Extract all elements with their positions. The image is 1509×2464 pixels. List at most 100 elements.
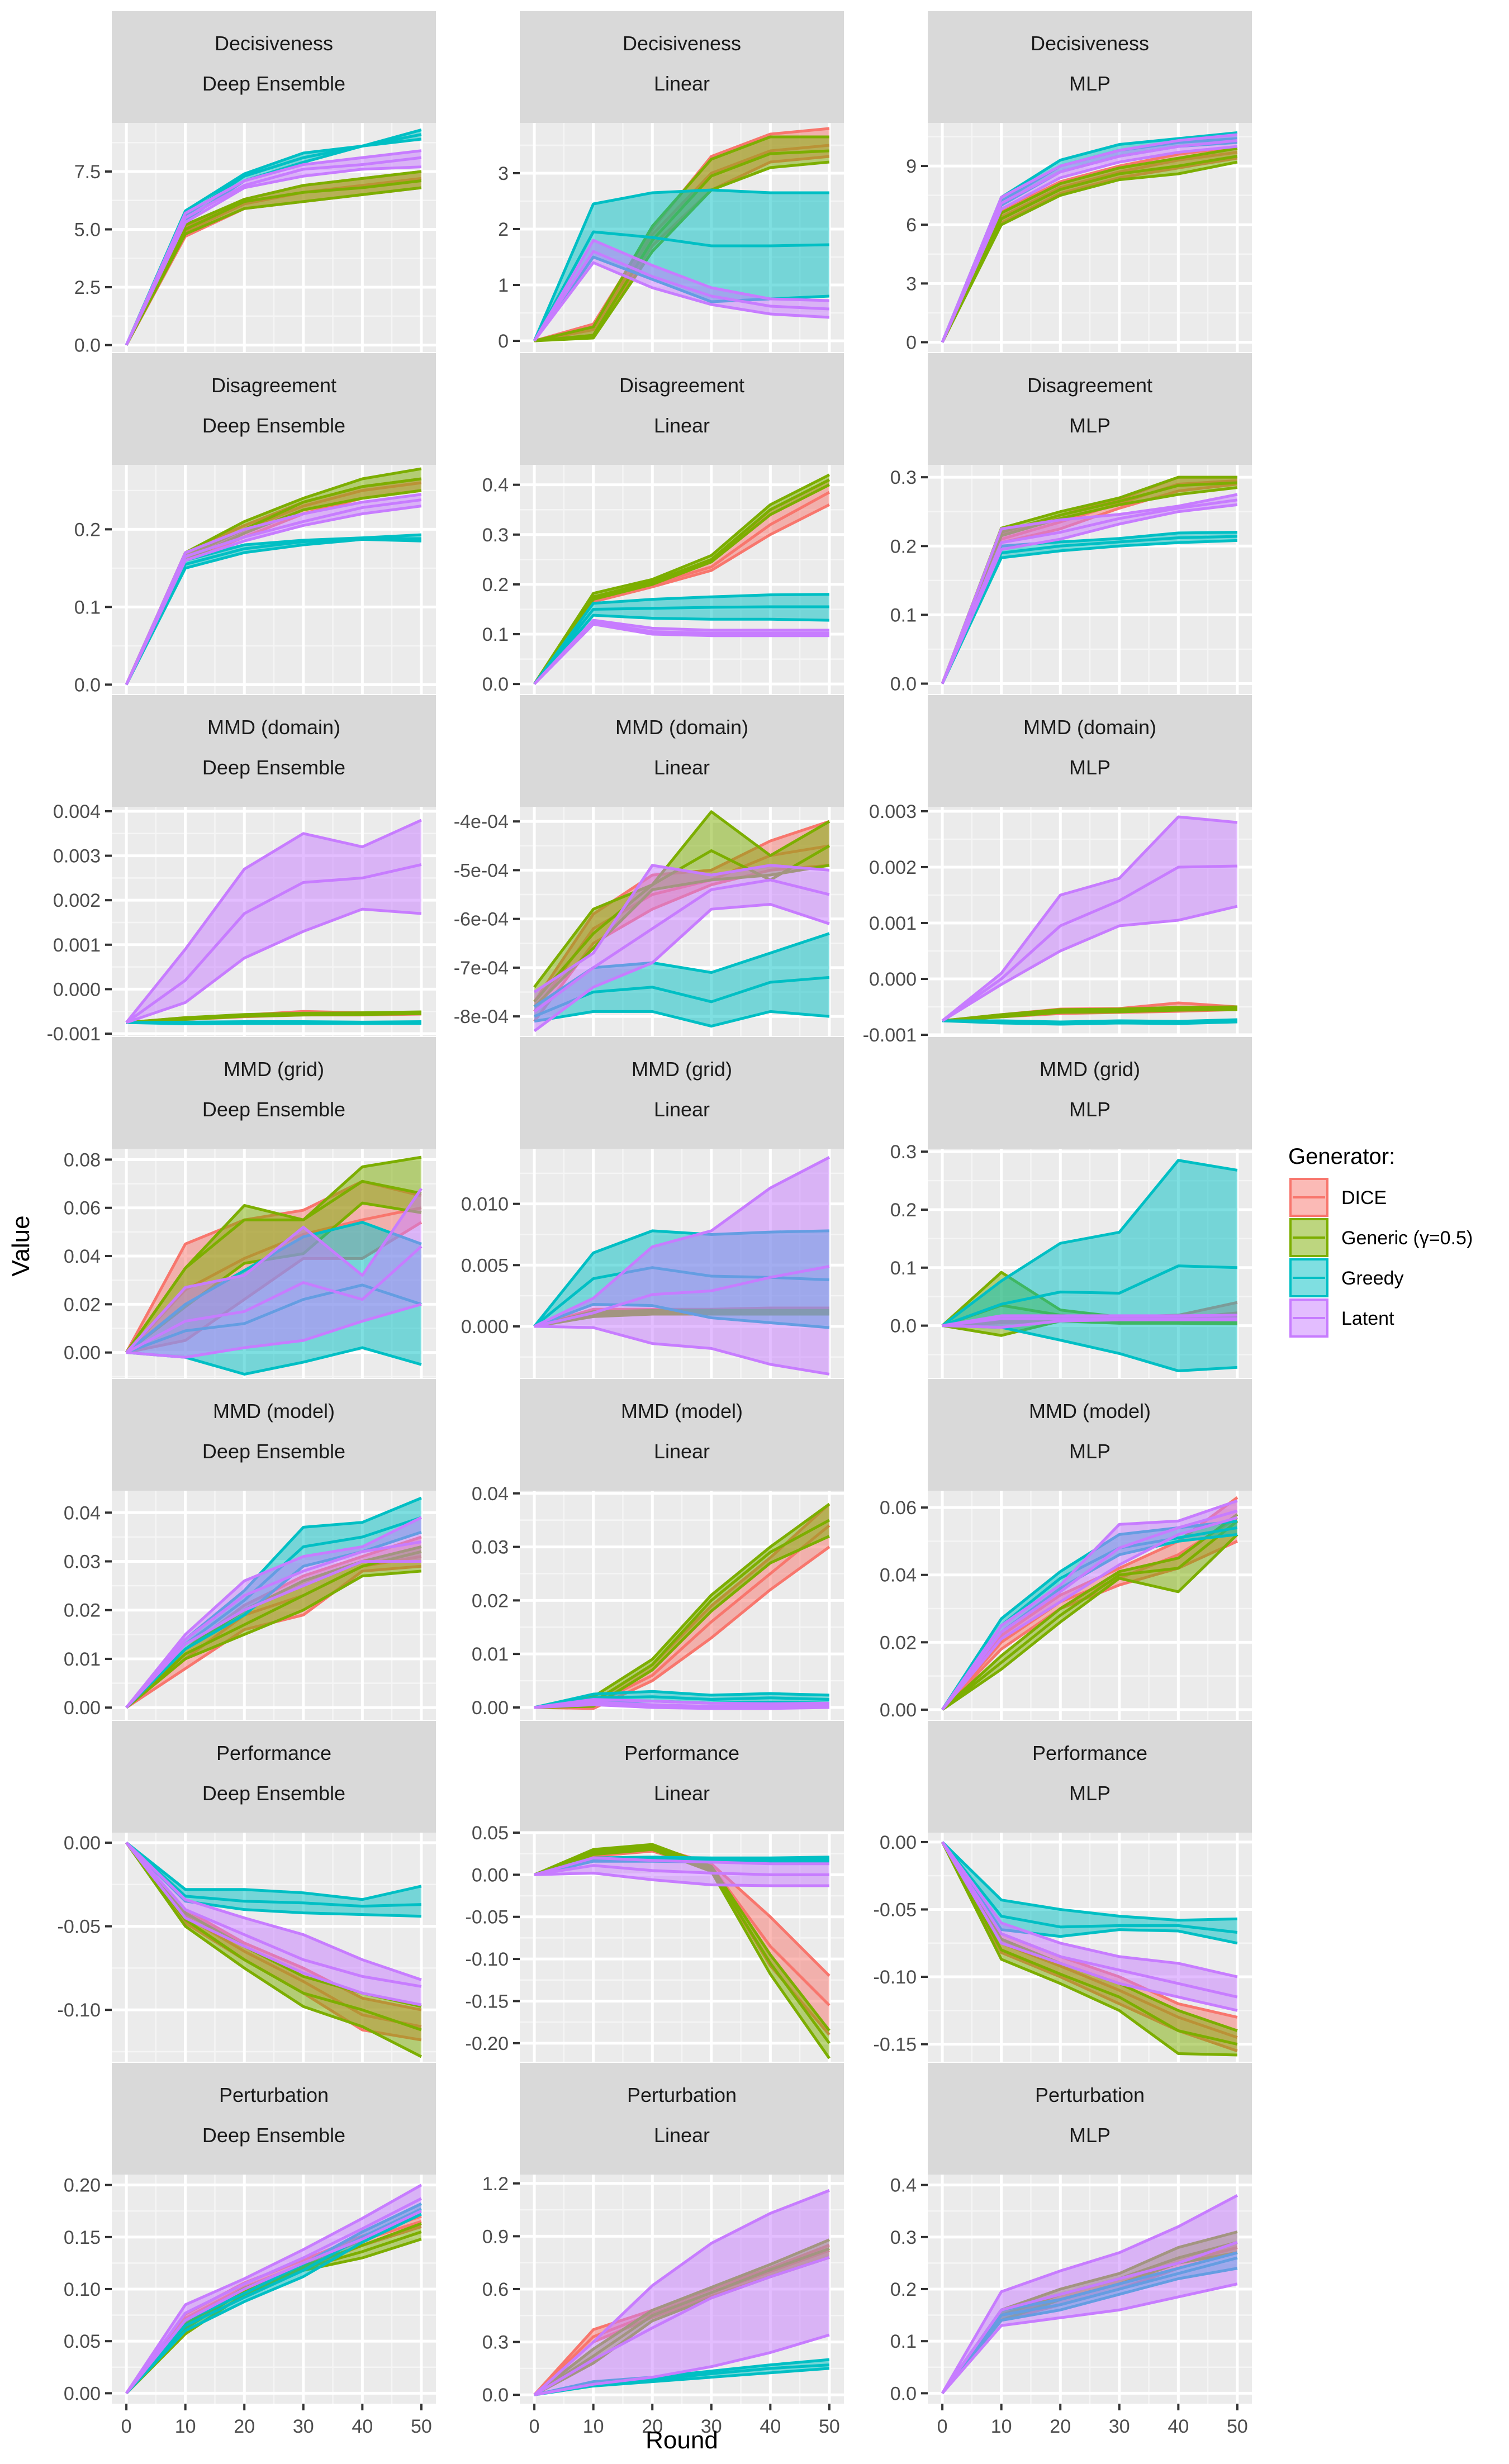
series-layer [533,127,830,343]
y-tick-label: 0.2 [482,574,509,596]
line-latent-upper [942,1314,1237,1328]
line-latent-lower [126,1302,422,1359]
y-tick-label: 1.2 [482,2173,509,2195]
ribbon-generic-0-5 [126,171,421,345]
y-tick-label: 0.03 [64,1551,101,1572]
facet-strip [112,11,436,123]
line-greedy-upper [533,593,829,685]
y-tick-label: 2.5 [74,277,101,298]
facet-metric-label: Perturbation [219,2084,329,2106]
facet-performance-deep-ensemble: Performance Deep Ensemble -0.10 -0.05 0.00 [58,1721,436,2062]
facet-strip [112,1379,436,1491]
x-tick-label: 30 [293,2416,314,2437]
y-tick-label: 0.1 [890,1258,917,1279]
line-latent-upper [534,1856,829,1876]
legend-item-dice: DICE [1289,1178,1387,1217]
ribbon-generic-0-5 [534,811,829,1007]
y-tick-label: -0.15 [874,2034,917,2056]
line-greedy-lower [941,539,1237,684]
facet-mmd-grid-deep-ensemble: MMD (grid) Deep Ensemble 0.00 0.02 0.04 0.06 0… [64,1037,436,1378]
y-tick-label: 0.08 [64,1149,101,1171]
facet-decisiveness-deep-ensemble: Decisiveness Deep Ensemble 0.0 2.5 5.0 7.5 [74,11,436,356]
x-tick-label: 40 [352,2416,373,2437]
y-tick-label: 0.2 [890,1200,917,1221]
line-generic-0-5-upper [534,1843,831,2032]
facet-model-label: Linear [654,414,710,437]
series-layer [125,2184,423,2395]
facet-perturbation-linear: Perturbation Linear 0.0 0.3 0.6 0.9 1.2 0 10 20 30… [482,2063,844,2437]
y-tick-label: 0.1 [482,624,509,645]
y-tick-label: 0.6 [482,2279,509,2300]
facet-mmd-model-deep-ensemble: MMD (model) Deep Ensemble 0.00 0.01 0.02 0.03… [64,1379,436,1720]
facet-decisiveness-mlp: Decisiveness MLP 0 3 6 9 [906,11,1252,353]
facet-mmd-grid-linear: MMD (grid) Linear 0.000 0.005 0.010 [461,1037,844,1378]
y-tick-label: -0.15 [466,1991,509,2012]
facet-model-label: Linear [654,2124,710,2147]
line-generic-0-5-lower [941,160,1238,343]
line-latent-mean [125,156,422,346]
line-latent-lower [941,145,1238,343]
line-generic-0-5-lower [941,1841,1237,2057]
y-tick-label: -8e-04 [454,1006,509,1028]
series-layer [941,2194,1238,2395]
ribbon-generic-0-5 [126,1547,421,1708]
facet-metric-label: MMD (domain) [207,716,340,739]
facet-strip [520,2063,844,2175]
facet-decisiveness-linear: Decisiveness Linear 0 1 2 3 [498,11,844,352]
y-tick-label: -0.001 [863,1025,917,1046]
line-greedy-upper [941,1841,1237,1922]
x-tick-label: 20 [642,2416,663,2437]
line-latent-upper [125,493,422,686]
ribbon-generic-0-5 [942,1514,1237,1710]
y-tick-label: -0.10 [874,1967,917,1988]
facet-model-label: Deep Ensemble [202,414,345,437]
line-latent-upper [125,1516,423,1709]
line-latent-upper [534,1698,829,1709]
line-latent-lower [941,2282,1238,2395]
line-latent-mean [125,1245,423,1354]
facet-performance-linear: Performance Linear -0.20 -0.15 -0.10 -0.05 0.0… [466,1721,844,2062]
line-latent-mean [125,863,422,1024]
facet-metric-label: Disagreement [211,374,336,397]
line-latent-mean [125,2197,423,2394]
line-latent-upper [941,133,1238,343]
line-latent-upper [941,493,1238,684]
ribbon-latent [126,1517,421,1708]
y-tick-label: 0.1 [74,597,101,618]
facet-model-label: Deep Ensemble [202,1782,345,1805]
facet-performance-mlp: Performance MLP -0.15 -0.10 -0.05 0.00 [874,1721,1252,2062]
ribbon-latent [126,1842,421,2005]
ribbon-latent [534,2190,829,2395]
y-tick-label: 0.15 [64,2227,101,2248]
legend-item-latent: Latent [1289,1298,1394,1338]
facet-metric-label: MMD (grid) [632,1058,732,1081]
facet-perturbation-mlp: Perturbation MLP 0.0 0.1 0.2 0.3 0.4 0 10 20 30 40 5… [890,2063,1252,2437]
line-latent-lower [534,1325,830,1376]
line-latent-lower [125,1842,422,2006]
line-greedy-upper [941,1159,1238,1327]
ribbon-generic-0-5 [126,468,421,685]
facet-metric-label: Perturbation [627,2084,737,2106]
series-layer [941,131,1238,343]
x-tick-label: 50 [1227,2416,1248,2437]
y-tick-label: 0.06 [64,1198,101,1219]
y-axis-title: Value [7,1215,35,1276]
facet-strip [112,2063,436,2175]
ribbon-greedy [534,594,829,684]
line-latent-lower [534,2333,830,2396]
y-tick-label: 0.3 [890,2227,917,2248]
facet-model-label: Deep Ensemble [202,1440,345,1463]
y-tick-label: -0.10 [58,2000,101,2021]
y-tick-label: 9 [906,156,917,177]
series-layer [125,129,422,346]
facet-model-label: MLP [1069,72,1111,95]
y-tick-label: 0.000 [461,1316,509,1338]
series-layer [534,1502,831,1710]
line-greedy-upper [125,1841,422,1901]
line-latent-mean [533,878,830,1013]
y-tick-label: 0.02 [880,1632,917,1653]
facet-metric-label: Disagreement [1027,374,1152,397]
facet-strip [112,1037,436,1149]
facet-model-label: Linear [654,756,710,779]
